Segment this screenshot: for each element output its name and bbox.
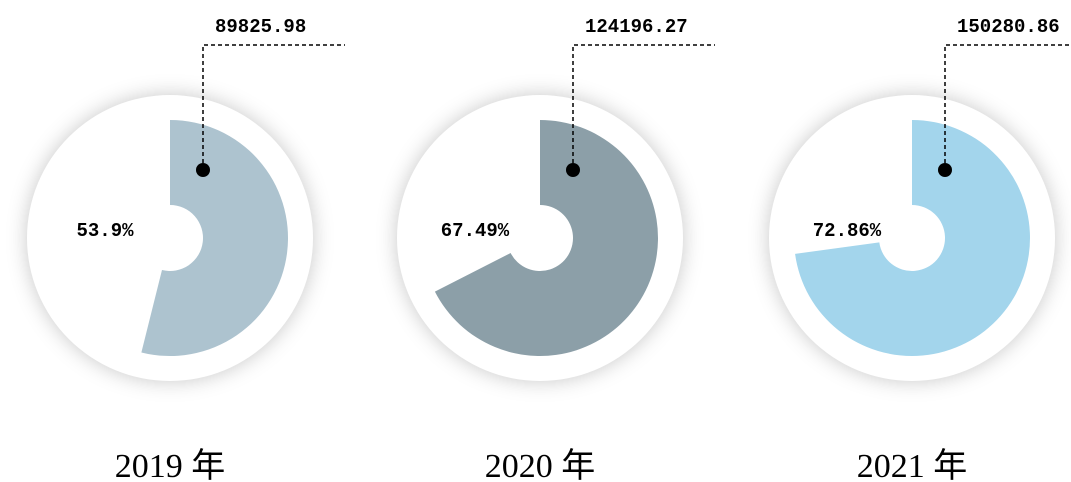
year-label: 2019 年 <box>115 447 226 482</box>
leader-dot <box>566 163 580 177</box>
percent-label: 72.86% <box>813 220 882 242</box>
leader-dot <box>938 163 952 177</box>
donut-segment <box>795 120 1030 356</box>
annotation: 89825.98 <box>215 16 306 38</box>
percent-label: 67.49% <box>441 220 510 242</box>
year-label: 2020 年 <box>485 447 596 482</box>
annotation: 150280.86 <box>957 16 1060 38</box>
leader-line <box>202 44 345 170</box>
donut-segment <box>141 120 288 357</box>
leader-line <box>944 44 1071 170</box>
donut-segment <box>434 120 658 356</box>
leader-dot <box>196 163 210 177</box>
percent-label: 53.9% <box>76 220 134 242</box>
annotation: 124196.27 <box>585 16 688 38</box>
year-label: 2021 年 <box>857 447 968 482</box>
leader-line <box>572 44 715 170</box>
